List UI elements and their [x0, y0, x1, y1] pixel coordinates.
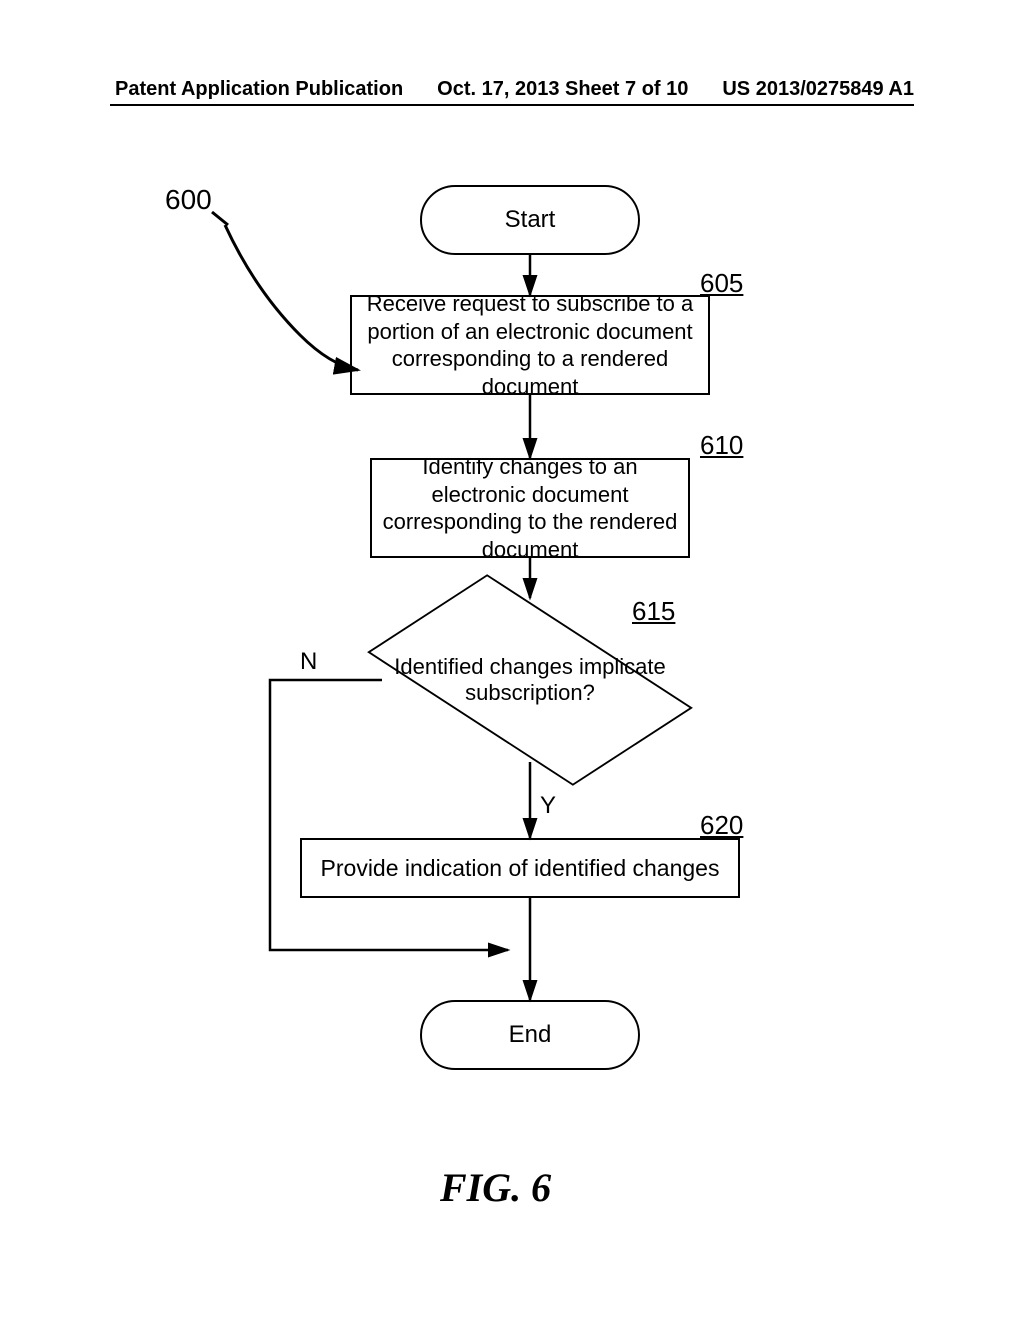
- flowchart: 600 Start 605 Receive request to subscri…: [0, 170, 1024, 1150]
- header-center: Oct. 17, 2013 Sheet 7 of 10: [437, 78, 688, 101]
- node-start-label: Start: [505, 206, 556, 234]
- node-620-label: Provide indication of identified changes: [321, 854, 720, 883]
- node-610: Identify changes to an electronic docume…: [370, 458, 690, 558]
- edge-ref600-lead: [212, 212, 228, 225]
- node-start: Start: [420, 185, 640, 255]
- header-divider: [110, 104, 914, 106]
- edge-ref600-arrow: [225, 225, 358, 370]
- node-615-label: Identified changes implicate subscriptio…: [380, 610, 680, 750]
- node-615: Identified changes implicate subscriptio…: [410, 610, 650, 750]
- ref-620: 620: [700, 810, 743, 841]
- header-right: US 2013/0275849 A1: [722, 78, 914, 101]
- node-610-label: Identify changes to an electronic docume…: [378, 453, 682, 563]
- header-left: Patent Application Publication: [115, 78, 403, 101]
- node-620: Provide indication of identified changes: [300, 838, 740, 898]
- page-header: Patent Application Publication Oct. 17, …: [0, 78, 1024, 101]
- node-end: End: [420, 1000, 640, 1070]
- figure-label: FIG. 6: [440, 1164, 551, 1211]
- edge-label-y: Y: [540, 792, 556, 820]
- ref-610: 610: [700, 430, 743, 461]
- node-605: Receive request to subscribe to a portio…: [350, 295, 710, 395]
- ref-600: 600: [165, 184, 212, 216]
- node-end-label: End: [509, 1021, 552, 1049]
- edge-label-n: N: [300, 648, 317, 676]
- node-605-label: Receive request to subscribe to a portio…: [358, 290, 702, 400]
